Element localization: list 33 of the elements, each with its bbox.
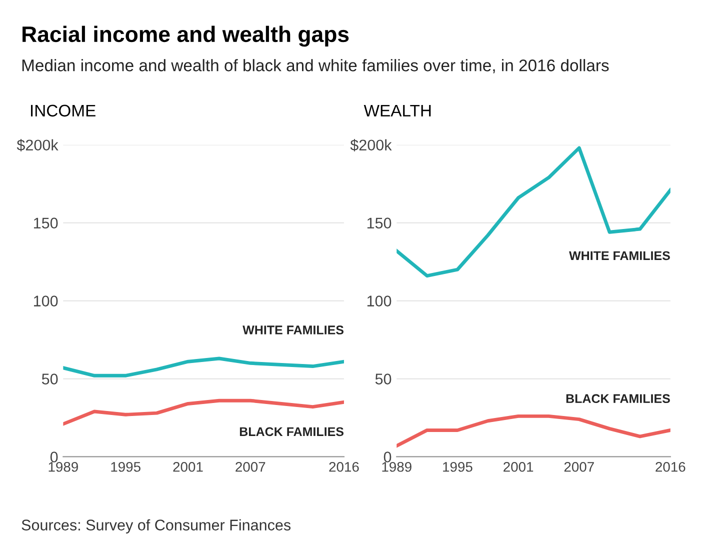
x-tick-label: 2001 — [173, 462, 203, 472]
chart-title: Racial income and wealth gaps — [22, 26, 349, 47]
y-tick-label: $200k — [16, 139, 58, 152]
x-tick-label: 1989 — [48, 462, 78, 472]
y-tick-label: 50 — [42, 374, 58, 384]
x-tick-label: 2001 — [504, 462, 534, 472]
y-axis-title: WEALTH — [364, 104, 431, 116]
y-tick-label: 150 — [34, 218, 58, 228]
y-tick-label: 0 — [50, 452, 58, 462]
x-tick-label: 1995 — [443, 462, 472, 472]
x-tick-label: 2016 — [329, 462, 359, 472]
y-tick-label: 150 — [367, 218, 392, 228]
x-tick-label: 2007 — [564, 462, 594, 472]
y-tick-label: 100 — [367, 296, 392, 306]
line-series — [396, 414, 670, 448]
series-label: WHITE FAMILIES — [569, 251, 670, 260]
y-tick-label: 100 — [34, 296, 58, 306]
x-tick-label: 2007 — [236, 462, 266, 472]
x-tick-label: 1995 — [111, 462, 140, 472]
series-label: BLACK FAMILIES — [566, 394, 670, 404]
y-tick-label: 50 — [375, 374, 392, 384]
y-axis-title: INCOME — [31, 104, 96, 117]
x-tick-label: 2016 — [656, 462, 686, 472]
line-series — [63, 398, 344, 426]
series-label: BLACK FAMILIES — [240, 427, 344, 436]
line-series — [396, 146, 670, 278]
text: WHITE FAMILIES — [242, 326, 344, 334]
chart-subtitle: Median income and wealth of black and white families over time, in 2016 dollars — [22, 59, 609, 74]
y-tick-label: 0 — [384, 452, 392, 462]
y-tick-label: $200k — [350, 139, 392, 152]
line-series — [63, 356, 344, 378]
x-tick-label: 1989 — [382, 462, 412, 472]
source-note: Sources: Survey of Consumer Finances — [22, 519, 291, 534]
